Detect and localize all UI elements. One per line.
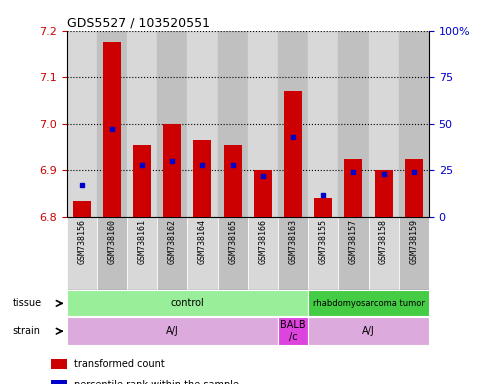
- Text: GSM738161: GSM738161: [138, 219, 146, 264]
- Bar: [308, 31, 338, 217]
- Bar: [254, 170, 272, 217]
- Text: BALB
/c: BALB /c: [280, 320, 306, 342]
- Bar: [127, 217, 157, 290]
- Bar: [248, 31, 278, 217]
- Text: A/J: A/J: [362, 326, 375, 336]
- Bar: [67, 317, 278, 345]
- Text: tissue: tissue: [12, 298, 41, 308]
- Bar: [308, 290, 429, 316]
- Bar: [344, 159, 362, 217]
- Bar: [375, 170, 392, 217]
- Bar: [217, 217, 247, 290]
- Bar: [187, 31, 217, 217]
- Bar: [163, 124, 181, 217]
- Bar: [72, 201, 91, 217]
- Bar: [308, 217, 338, 290]
- Bar: [97, 31, 127, 217]
- Bar: [308, 317, 429, 345]
- Bar: [399, 31, 429, 217]
- Bar: [284, 91, 302, 217]
- Text: transformed count: transformed count: [74, 359, 165, 369]
- Bar: [103, 42, 121, 217]
- Bar: [217, 31, 247, 217]
- Text: GSM738165: GSM738165: [228, 219, 237, 264]
- Bar: [127, 31, 157, 217]
- Text: GSM738166: GSM738166: [258, 219, 267, 264]
- Bar: [399, 217, 429, 290]
- Text: rhabdomyosarcoma tumor: rhabdomyosarcoma tumor: [313, 299, 424, 308]
- Bar: [193, 140, 211, 217]
- Text: GSM738162: GSM738162: [168, 219, 177, 264]
- Bar: [97, 217, 127, 290]
- Bar: [51, 380, 67, 384]
- Bar: [51, 359, 67, 369]
- Text: GSM738156: GSM738156: [77, 219, 86, 264]
- Bar: [278, 317, 308, 345]
- Bar: [368, 31, 399, 217]
- Bar: [278, 217, 308, 290]
- Text: GSM738160: GSM738160: [107, 219, 116, 264]
- Bar: [133, 145, 151, 217]
- Text: GSM738155: GSM738155: [318, 219, 328, 264]
- Text: strain: strain: [12, 326, 40, 336]
- Bar: [248, 217, 278, 290]
- Text: GSM738157: GSM738157: [349, 219, 358, 264]
- Bar: [157, 31, 187, 217]
- Bar: [157, 217, 187, 290]
- Text: GSM738163: GSM738163: [288, 219, 298, 264]
- Bar: [368, 217, 399, 290]
- Bar: [338, 31, 368, 217]
- Text: GSM738158: GSM738158: [379, 219, 388, 264]
- Text: percentile rank within the sample: percentile rank within the sample: [74, 380, 240, 384]
- Bar: [67, 290, 308, 316]
- Bar: [278, 31, 308, 217]
- Bar: [67, 217, 97, 290]
- Text: GSM738159: GSM738159: [409, 219, 419, 264]
- Text: GDS5527 / 103520551: GDS5527 / 103520551: [67, 17, 210, 30]
- Bar: [187, 217, 217, 290]
- Text: A/J: A/J: [166, 326, 178, 336]
- Bar: [67, 31, 97, 217]
- Bar: [405, 159, 423, 217]
- Text: GSM738164: GSM738164: [198, 219, 207, 264]
- Text: control: control: [171, 298, 204, 308]
- Bar: [338, 217, 368, 290]
- Bar: [223, 145, 242, 217]
- Bar: [314, 199, 332, 217]
